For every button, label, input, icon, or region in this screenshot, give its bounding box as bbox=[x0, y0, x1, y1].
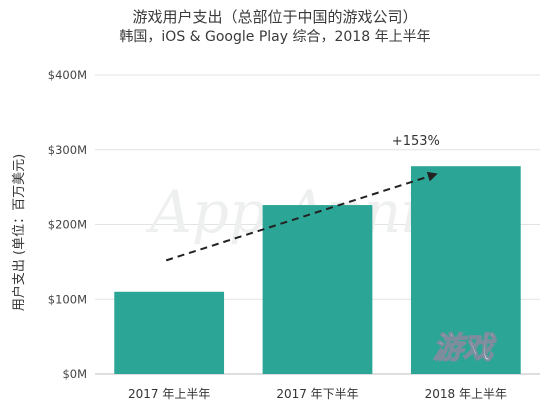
x-tick-label: 2017 年下半年 bbox=[276, 387, 358, 401]
bar bbox=[410, 166, 521, 374]
chart-subtitle: 韩国，iOS & Google Play 综合，2018 年上半年 bbox=[119, 29, 431, 45]
y-tick-label: $0M bbox=[62, 367, 87, 381]
bar bbox=[262, 205, 373, 374]
bar bbox=[114, 291, 225, 374]
trend-label: +153% bbox=[392, 134, 440, 149]
y-tick-label: $300M bbox=[48, 143, 87, 157]
y-tick-label: $200M bbox=[48, 218, 87, 232]
watermark-stamp: 游戏 bbox=[433, 331, 497, 366]
y-tick-label: $400M bbox=[48, 68, 87, 82]
x-tick-label: 2017 年上半年 bbox=[128, 387, 210, 401]
y-axis-label: 用户支出 (单位：百万美元) bbox=[11, 154, 27, 311]
chart-title: 游戏用户支出（总部位于中国的游戏公司） bbox=[132, 8, 418, 26]
y-tick-label: $100M bbox=[48, 292, 87, 306]
x-tick-label: 2018 年上半年 bbox=[425, 387, 507, 401]
